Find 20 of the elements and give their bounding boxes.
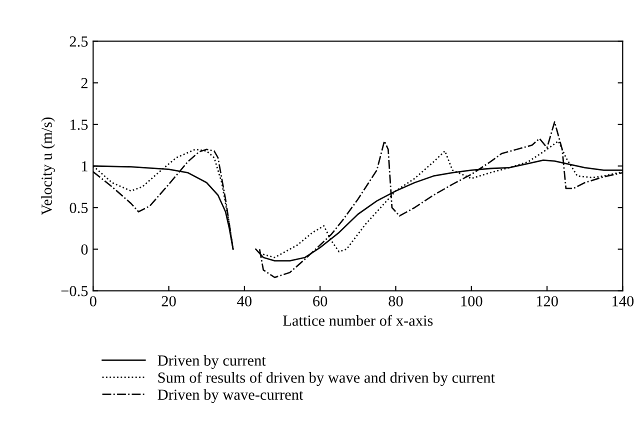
x-tick-label: 20: [162, 296, 176, 306]
x-tick-label: 0: [90, 296, 96, 306]
legend-label: Driven by current: [158, 354, 266, 369]
y-tick-label: 0.5: [70, 202, 88, 214]
y-tick-label: 2: [81, 78, 88, 88]
y-tick-label: −0.5: [61, 286, 88, 296]
y-tick-label: 1: [82, 161, 88, 172]
y-tick-label: 0: [81, 244, 88, 255]
x-tick-label: 120: [536, 296, 558, 306]
y-tick-label: 2.5: [70, 36, 88, 47]
legend-label: Sum of results of driven by wave and driven by current: [158, 372, 495, 386]
legend-label: Driven by wave-current: [158, 389, 304, 403]
x-tick-label: 60: [313, 296, 328, 306]
y-tick-label: 1.5: [70, 120, 88, 130]
x-tick-label: 100: [461, 296, 482, 306]
x-tick-label: 80: [388, 296, 403, 306]
x-tick-label: 40: [237, 296, 252, 306]
x-tick-label: 140: [612, 296, 634, 306]
x-axis-title: Lattice number of x-axis: [283, 314, 433, 326]
y-axis-title: Velocity u (m/s): [41, 117, 56, 216]
